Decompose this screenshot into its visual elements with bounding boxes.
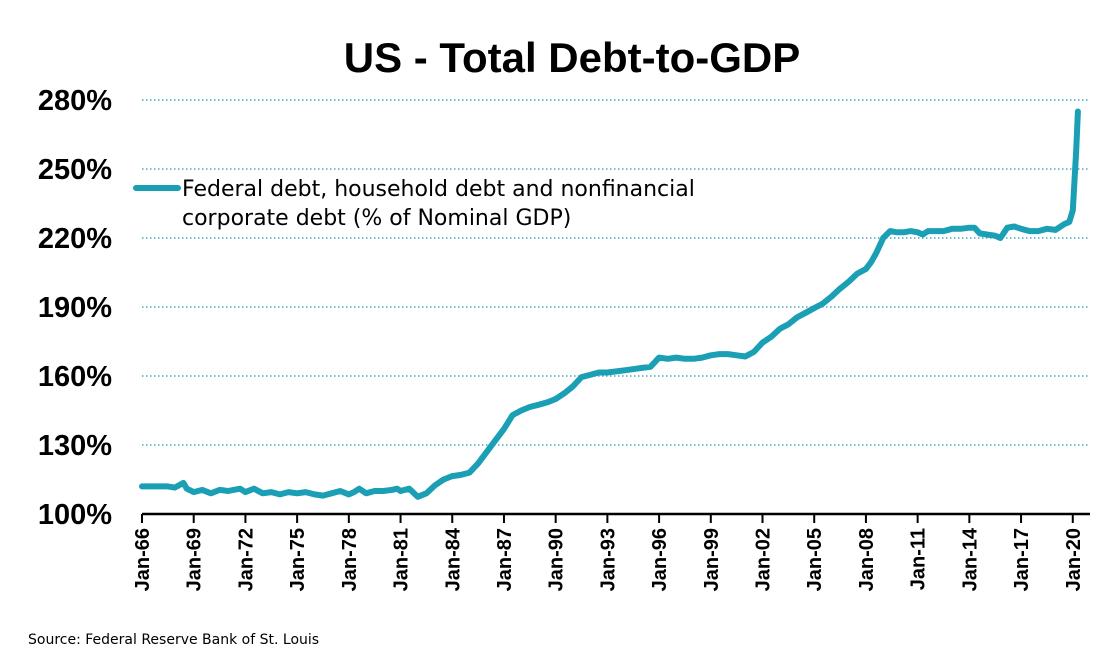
source-note: Source: Federal Reserve Bank of St. Loui… [28,632,319,648]
x-tick-label: Jan-99 [701,528,723,591]
x-tick-label: Jan-20 [1063,528,1085,591]
y-tick-label: 280% [38,85,112,117]
x-tick-label: Jan-96 [649,528,671,591]
legend: Federal debt, household debt and nonfina… [133,177,695,231]
x-tick-label: Jan-78 [339,528,361,591]
x-tick-label: Jan-72 [235,528,257,591]
x-tick-label: Jan-81 [391,528,413,591]
gridlines [142,99,1090,446]
y-tick-label: 190% [38,292,112,324]
x-tick-label: Jan-11 [908,528,930,590]
y-tick-label: 220% [38,223,112,255]
chart-title: US - Total Debt-to-GDP [344,34,801,81]
x-tick-label: Jan-84 [442,527,464,591]
x-tick-label: Jan-14 [959,527,981,591]
y-tick-label: 130% [38,430,112,462]
x-tick-label: Jan-69 [184,528,206,591]
series-line-debt-to-gdp [139,108,1081,500]
series-group [139,108,1081,500]
y-tick-label: 160% [38,361,112,393]
x-tick-label: Jan-08 [856,528,878,591]
legend-label-line1: Federal debt, household debt and nonfina… [182,177,695,202]
x-tick-label: Jan-66 [132,528,154,591]
y-axis-tick-labels: 100% 130% 160% 190% 220% 250% 280% [38,85,112,531]
x-axis-tick-labels: Jan-66 Jan-69 Jan-72 Jan-75 Jan-78 Jan-81 Jan-… [132,514,1085,591]
y-tick-label: 100% [38,499,112,531]
x-tick-label: Jan-90 [546,528,568,591]
legend-label-line2: corporate debt (% of Nominal GDP) [182,206,571,231]
x-tick-label: Jan-05 [804,528,826,591]
x-tick-label: Jan-02 [753,528,775,591]
y-tick-label: 250% [38,154,112,186]
x-tick-label: Jan-75 [287,528,309,591]
x-tick-label: Jan-87 [494,528,516,591]
x-tick-label: Jan-93 [597,528,619,591]
x-tick-label: Jan-17 [1011,528,1033,591]
